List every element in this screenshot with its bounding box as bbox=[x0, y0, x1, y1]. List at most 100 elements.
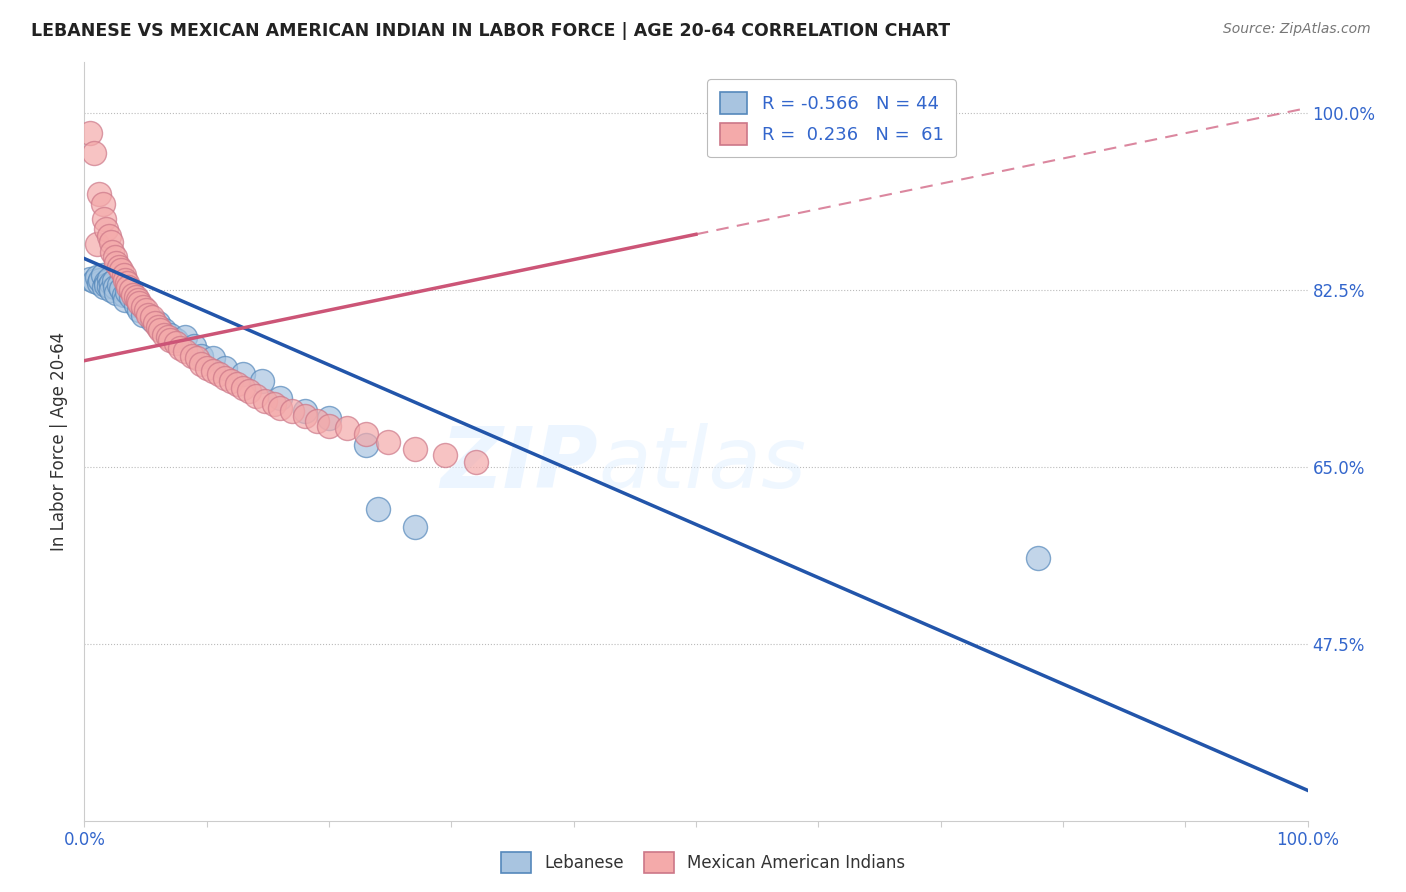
Point bbox=[159, 334, 181, 348]
Point bbox=[195, 360, 218, 375]
Point bbox=[132, 300, 155, 314]
Point bbox=[153, 323, 176, 337]
Point bbox=[100, 276, 122, 290]
Point bbox=[318, 411, 340, 425]
Point bbox=[146, 316, 169, 330]
Point bbox=[250, 374, 273, 388]
Point bbox=[93, 212, 115, 227]
Point bbox=[404, 520, 426, 534]
Point bbox=[103, 274, 125, 288]
Point bbox=[136, 308, 159, 322]
Text: LEBANESE VS MEXICAN AMERICAN INDIAN IN LABOR FORCE | AGE 20-64 CORRELATION CHART: LEBANESE VS MEXICAN AMERICAN INDIAN IN L… bbox=[31, 22, 950, 40]
Point bbox=[86, 237, 108, 252]
Point bbox=[105, 285, 128, 300]
Point bbox=[305, 414, 328, 428]
Point bbox=[149, 323, 172, 337]
Point bbox=[97, 278, 120, 293]
Point bbox=[105, 255, 128, 269]
Point bbox=[112, 288, 135, 302]
Point bbox=[120, 290, 142, 304]
Point bbox=[115, 285, 138, 299]
Point bbox=[125, 290, 148, 304]
Point bbox=[122, 288, 145, 302]
Point bbox=[127, 293, 149, 307]
Point bbox=[110, 262, 132, 277]
Point bbox=[117, 280, 139, 294]
Point bbox=[97, 272, 120, 286]
Point bbox=[112, 268, 135, 282]
Point bbox=[214, 371, 236, 385]
Text: Source: ZipAtlas.com: Source: ZipAtlas.com bbox=[1223, 22, 1371, 37]
Point bbox=[115, 276, 138, 290]
Point bbox=[83, 146, 105, 161]
Point bbox=[104, 250, 127, 264]
Point bbox=[104, 280, 127, 294]
Point bbox=[183, 338, 205, 352]
Point bbox=[107, 260, 129, 274]
Point bbox=[120, 283, 142, 297]
Point bbox=[367, 502, 389, 516]
Point bbox=[135, 303, 157, 318]
Point bbox=[245, 389, 267, 403]
Point bbox=[143, 316, 166, 330]
Point bbox=[153, 328, 176, 343]
Point bbox=[96, 222, 118, 236]
Point bbox=[86, 269, 108, 284]
Point bbox=[336, 421, 359, 435]
Point bbox=[125, 298, 148, 312]
Point bbox=[269, 391, 291, 405]
Point bbox=[354, 437, 377, 451]
Point bbox=[110, 282, 132, 296]
Point bbox=[79, 272, 101, 286]
Point bbox=[214, 360, 236, 375]
Point bbox=[232, 367, 254, 381]
Point bbox=[354, 427, 377, 442]
Point bbox=[89, 273, 111, 287]
Point bbox=[201, 364, 224, 378]
Point bbox=[238, 384, 260, 398]
Y-axis label: In Labor Force | Age 20-64: In Labor Force | Age 20-64 bbox=[51, 332, 69, 551]
Point bbox=[141, 313, 163, 327]
Point bbox=[169, 341, 191, 355]
Point bbox=[1028, 550, 1050, 565]
Point bbox=[107, 277, 129, 292]
Point bbox=[201, 351, 224, 365]
Point bbox=[186, 351, 208, 365]
Point bbox=[281, 404, 304, 418]
Point bbox=[91, 197, 114, 211]
Point bbox=[173, 343, 195, 358]
Point bbox=[93, 280, 115, 294]
Point bbox=[132, 308, 155, 322]
Point bbox=[404, 442, 426, 456]
Point bbox=[91, 268, 114, 282]
Point bbox=[294, 404, 316, 418]
Text: atlas: atlas bbox=[598, 423, 806, 506]
Point bbox=[263, 397, 285, 411]
Point bbox=[96, 275, 118, 289]
Point bbox=[156, 330, 179, 344]
Point bbox=[141, 310, 163, 325]
Point bbox=[254, 394, 277, 409]
Point bbox=[114, 273, 136, 287]
Legend: Lebanese, Mexican American Indians: Lebanese, Mexican American Indians bbox=[494, 846, 912, 880]
Point bbox=[294, 409, 316, 424]
Point bbox=[97, 229, 120, 244]
Point bbox=[87, 186, 110, 201]
Point bbox=[79, 126, 101, 140]
Point bbox=[181, 349, 204, 363]
Legend: R = -0.566   N = 44, R =  0.236   N =  61: R = -0.566 N = 44, R = 0.236 N = 61 bbox=[707, 79, 956, 157]
Point bbox=[464, 455, 486, 469]
Point bbox=[190, 349, 212, 363]
Point bbox=[146, 320, 169, 334]
Point bbox=[83, 274, 105, 288]
Point bbox=[101, 245, 124, 260]
Point bbox=[219, 374, 242, 388]
Text: ZIP: ZIP bbox=[440, 423, 598, 506]
Point bbox=[96, 277, 118, 292]
Point bbox=[434, 448, 457, 462]
Point bbox=[190, 357, 212, 371]
Point bbox=[208, 367, 231, 381]
Point bbox=[128, 296, 150, 310]
Point bbox=[226, 376, 249, 391]
Point bbox=[269, 401, 291, 416]
